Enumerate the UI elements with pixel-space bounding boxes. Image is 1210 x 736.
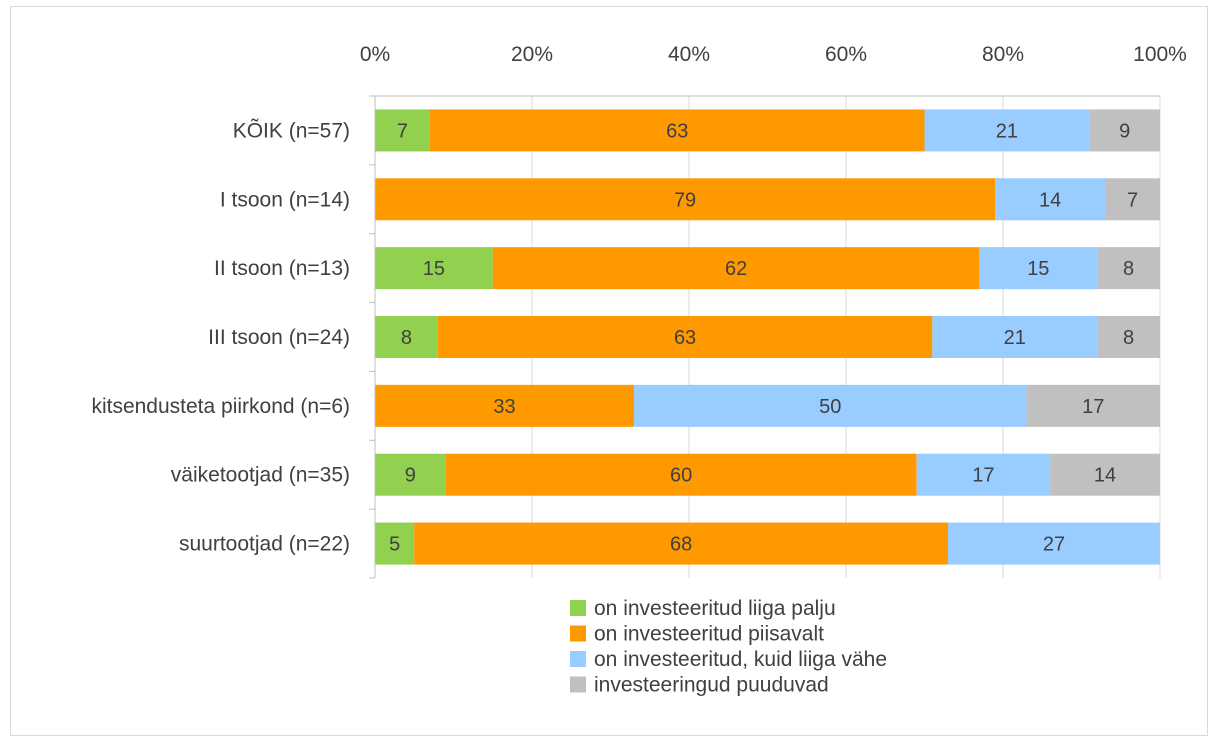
x-tick-label: 100%	[1133, 43, 1187, 66]
category-label: suurtootjad (n=22)	[179, 533, 350, 556]
data-label: 15	[1027, 258, 1049, 280]
x-tick-label: 60%	[825, 43, 867, 66]
bar-segment	[924, 109, 1090, 152]
bar-segment	[979, 247, 1098, 290]
bar-segment	[375, 453, 446, 496]
bar-segment	[916, 453, 1051, 496]
data-label: 68	[670, 534, 692, 556]
bar-segment	[995, 178, 1106, 221]
data-label: 5	[389, 534, 400, 556]
bar-segment	[948, 522, 1160, 565]
bar-segment	[375, 109, 430, 152]
category-label: kitsendusteta piirkond (n=6)	[91, 395, 350, 418]
data-label: 79	[674, 189, 696, 211]
bar-segment	[1089, 109, 1160, 152]
data-label: 7	[1127, 189, 1138, 211]
data-label: 60	[670, 465, 692, 487]
category-label: III tsoon (n=24)	[208, 326, 350, 349]
x-tick-label: 0%	[360, 43, 390, 66]
bar-segment	[634, 384, 1027, 427]
axes: 0% 20% 40% 60% 80% 100% KÕIK (n=57) I tsoon (n=…	[91, 43, 1187, 579]
legend-label: on investeeritud liiga palju	[594, 597, 836, 620]
category-label: I tsoon (n=14)	[220, 188, 350, 211]
data-label: 8	[401, 327, 412, 349]
data-label: 63	[674, 327, 696, 349]
data-label: 7	[397, 120, 408, 142]
bar-segment	[375, 247, 493, 290]
bar-segment	[1097, 316, 1160, 358]
category-label: väiketootjad (n=35)	[171, 464, 350, 487]
x-tick-label: 80%	[982, 43, 1024, 66]
bar-segment	[375, 316, 438, 358]
legend: on investeeritud liiga palju on investeer…	[570, 597, 887, 697]
data-label: 33	[493, 396, 515, 418]
bars: 7 63 21 9 79 14 7 15 62 15 8 8 63 21 8 33 50 17 9 60 17 14 5 68…	[375, 109, 1160, 565]
legend-label: on investeeritud piisavalt	[594, 623, 824, 646]
category-label: II tsoon (n=13)	[214, 257, 350, 280]
bar-segment	[375, 178, 996, 221]
bar-segment	[1026, 384, 1160, 427]
data-label: 17	[972, 465, 994, 487]
data-label: 21	[996, 120, 1018, 142]
bar-segment	[1097, 247, 1160, 290]
bar-segment	[375, 384, 635, 427]
data-label: 50	[819, 396, 841, 418]
bar-segment	[1050, 453, 1160, 496]
legend-swatch	[570, 676, 586, 693]
data-label: 8	[1123, 327, 1134, 349]
x-tick-label: 20%	[511, 43, 553, 66]
bar-segment	[492, 247, 980, 290]
data-label: 27	[1043, 534, 1065, 556]
bar-segment	[445, 453, 917, 496]
category-label: KÕIK (n=57)	[233, 118, 350, 142]
legend-label: investeeringud puuduvad	[594, 674, 829, 697]
bar-segment	[932, 316, 1098, 358]
bar-segment	[375, 522, 415, 565]
data-label: 15	[423, 258, 445, 280]
data-label: 9	[405, 465, 416, 487]
data-label: 63	[666, 120, 688, 142]
bar-segment	[429, 109, 925, 152]
x-tick-label: 40%	[668, 43, 710, 66]
data-label: 62	[725, 258, 747, 280]
legend-swatch	[570, 625, 586, 642]
data-label: 14	[1094, 465, 1116, 487]
bar-segment	[1105, 178, 1160, 221]
data-label: 8	[1123, 258, 1134, 280]
data-label: 9	[1119, 120, 1130, 142]
legend-label: on investeeritud, kuid liiga vähe	[594, 648, 887, 671]
data-label: 17	[1082, 396, 1104, 418]
legend-swatch	[570, 600, 586, 616]
bar-segment	[437, 316, 933, 358]
data-label: 14	[1039, 189, 1061, 211]
legend-swatch	[570, 651, 586, 667]
data-label: 21	[1004, 327, 1026, 349]
bar-segment	[414, 522, 949, 565]
